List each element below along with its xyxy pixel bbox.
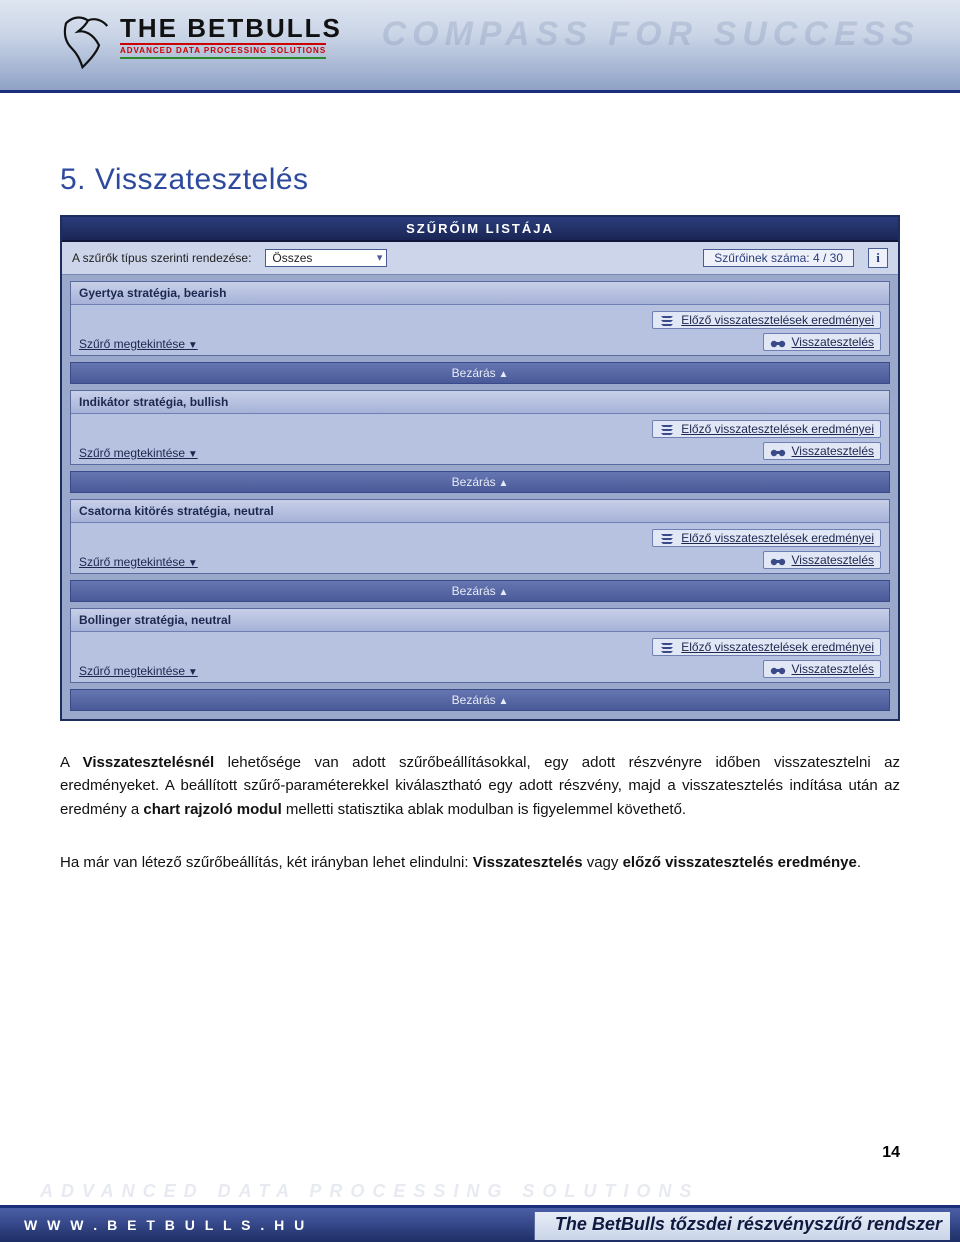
p2-text: vagy xyxy=(583,854,623,871)
page-number: 14 xyxy=(882,1144,900,1162)
footer-url: W W W . B E T B U L L S . H U xyxy=(24,1217,307,1233)
filter-card: Indikátor stratégia, bullish Szűrő megte… xyxy=(70,390,890,465)
p1-text: melletti statisztika ablak modulban is f… xyxy=(282,801,686,818)
previous-results-link[interactable]: Előző visszatesztelések eredményei xyxy=(652,311,881,329)
filter-name: Csatorna kitörés stratégia, neutral xyxy=(71,500,889,523)
view-filter-link[interactable]: Szűrő megtekintése xyxy=(79,337,198,351)
run-backtest-link[interactable]: Visszatesztelés xyxy=(763,442,881,460)
run-backtest-label: Visszatesztelés xyxy=(792,444,874,458)
close-row[interactable]: Bezárás xyxy=(70,362,890,384)
binoculars-icon xyxy=(770,662,786,676)
panel-title: SZŰRŐIM LISTÁJA xyxy=(62,217,898,242)
previous-results-label: Előző visszatesztelések eredményei xyxy=(681,531,874,545)
p2-bold-2: előző visszatesztelés eredménye xyxy=(623,854,857,871)
filter-name: Bollinger stratégia, neutral xyxy=(71,609,889,632)
filter-count-chip: Szűrőinek száma: 4 / 30 xyxy=(703,249,854,267)
filter-card: Gyertya stratégia, bearish Szűrő megteki… xyxy=(70,281,890,356)
sort-label: A szűrők típus szerinti rendezése: xyxy=(72,251,251,265)
p1-bold-2: chart rajzoló modul xyxy=(143,801,281,818)
paragraph-1: A Visszatesztelésnél lehetősége van adot… xyxy=(60,751,900,821)
run-backtest-label: Visszatesztelés xyxy=(792,335,874,349)
filters-screenshot: SZŰRŐIM LISTÁJA A szűrők típus szerinti … xyxy=(60,215,900,721)
previous-results-link[interactable]: Előző visszatesztelések eredményei xyxy=(652,529,881,547)
previous-results-link[interactable]: Előző visszatesztelések eredményei xyxy=(652,638,881,656)
run-backtest-label: Visszatesztelés xyxy=(792,662,874,676)
view-filter-link[interactable]: Szűrő megtekintése xyxy=(79,664,198,678)
stack-icon xyxy=(659,422,675,436)
p2-text: Ha már van létező szűrőbeállítás, két ir… xyxy=(60,854,473,871)
close-row[interactable]: Bezárás xyxy=(70,580,890,602)
sort-select[interactable]: Összes xyxy=(265,249,387,267)
run-backtest-label: Visszatesztelés xyxy=(792,553,874,567)
previous-results-label: Előző visszatesztelések eredményei xyxy=(681,640,874,654)
binoculars-icon xyxy=(770,444,786,458)
filter-name: Indikátor stratégia, bullish xyxy=(71,391,889,414)
previous-results-label: Előző visszatesztelések eredményei xyxy=(681,313,874,327)
previous-results-link[interactable]: Előző visszatesztelések eredményei xyxy=(652,420,881,438)
p2-text: . xyxy=(857,854,861,871)
page-header: COMPASS FOR SUCCESS THE BETBULLS ADVANCE… xyxy=(0,0,960,93)
filter-card: Csatorna kitörés stratégia, neutral Szűr… xyxy=(70,499,890,574)
footer-tagline: The BetBulls tőzsdei részvényszűrő rends… xyxy=(555,1214,942,1235)
logo-title: THE BETBULLS xyxy=(120,15,342,41)
p1-text: A xyxy=(60,754,83,771)
bull-icon xyxy=(55,15,110,70)
close-row[interactable]: Bezárás xyxy=(70,471,890,493)
info-icon[interactable]: i xyxy=(868,248,888,268)
p2-bold-1: Visszatesztelés xyxy=(473,854,583,871)
page-footer: ADVANCED DATA PROCESSING SOLUTIONS W W W… xyxy=(0,1182,960,1242)
run-backtest-link[interactable]: Visszatesztelés xyxy=(763,660,881,678)
header-ghost-text: COMPASS FOR SUCCESS xyxy=(382,15,920,54)
paragraph-2: Ha már van létező szűrőbeállítás, két ir… xyxy=(60,851,900,874)
close-row[interactable]: Bezárás xyxy=(70,689,890,711)
p1-bold-1: Visszatesztelésnél xyxy=(83,754,214,771)
footer-tag-wrap: The BetBulls tőzsdei részvényszűrő rends… xyxy=(534,1212,950,1240)
panel-toolbar: A szűrők típus szerinti rendezése: Össze… xyxy=(62,242,898,275)
binoculars-icon xyxy=(770,335,786,349)
logo: THE BETBULLS ADVANCED DATA PROCESSING SO… xyxy=(55,15,342,70)
view-filter-link[interactable]: Szűrő megtekintése xyxy=(79,446,198,460)
stack-icon xyxy=(659,640,675,654)
filter-card: Bollinger stratégia, neutral Szűrő megte… xyxy=(70,608,890,683)
stack-icon xyxy=(659,531,675,545)
view-filter-link[interactable]: Szűrő megtekintése xyxy=(79,555,198,569)
logo-subtitle: ADVANCED DATA PROCESSING SOLUTIONS xyxy=(120,43,326,59)
previous-results-label: Előző visszatesztelések eredményei xyxy=(681,422,874,436)
binoculars-icon xyxy=(770,553,786,567)
footer-ghost-text: ADVANCED DATA PROCESSING SOLUTIONS xyxy=(40,1181,699,1202)
stack-icon xyxy=(659,313,675,327)
run-backtest-link[interactable]: Visszatesztelés xyxy=(763,551,881,569)
run-backtest-link[interactable]: Visszatesztelés xyxy=(763,333,881,351)
section-heading: 5. Visszatesztelés xyxy=(60,163,900,197)
filter-name: Gyertya stratégia, bearish xyxy=(71,282,889,305)
